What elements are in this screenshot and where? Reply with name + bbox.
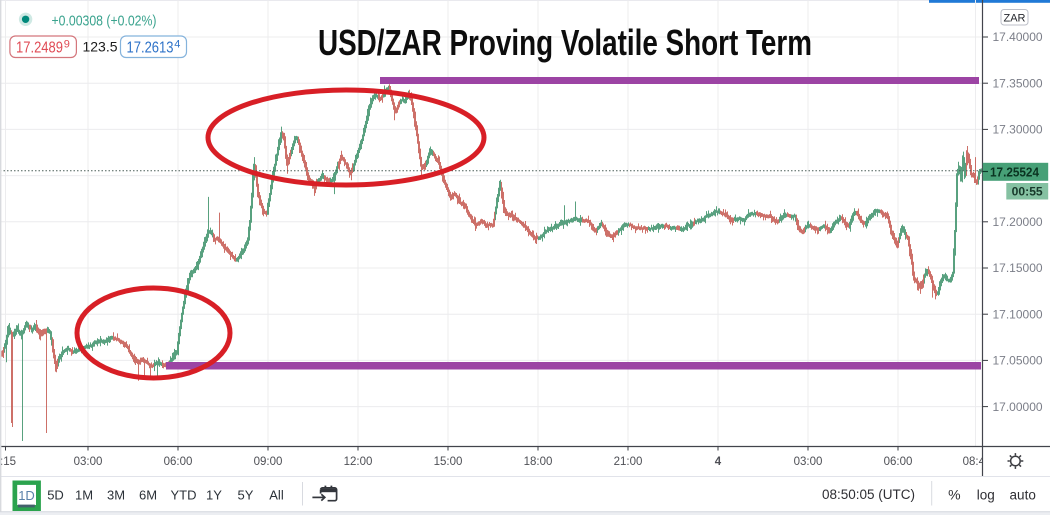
svg-text:09:00: 09:00 (254, 456, 283, 468)
svg-text:17.40000: 17.40000 (993, 30, 1043, 44)
svg-text:17.2489: 17.2489 (16, 40, 63, 57)
svg-text:1Y: 1Y (206, 488, 222, 503)
svg-text:1D: 1D (18, 488, 35, 503)
svg-text:17.00000: 17.00000 (993, 400, 1043, 414)
svg-text:log: log (977, 488, 995, 503)
svg-text:17.30000: 17.30000 (993, 123, 1043, 137)
svg-text:USD/ZAR Proving Volatile Short: USD/ZAR Proving Volatile Short Term (318, 22, 812, 63)
svg-text:1M: 1M (75, 488, 93, 503)
svg-text:All: All (269, 488, 284, 503)
svg-text:auto: auto (1010, 488, 1036, 503)
svg-text:21:00: 21:00 (614, 456, 643, 468)
svg-text:17.35000: 17.35000 (993, 76, 1043, 90)
svg-text:06:00: 06:00 (884, 456, 913, 468)
svg-text:4: 4 (174, 39, 180, 51)
svg-text:3M: 3M (107, 488, 125, 503)
svg-text:17.2613: 17.2613 (127, 40, 174, 57)
svg-text:17.25524: 17.25524 (990, 166, 1039, 180)
svg-text:ZAR: ZAR (1004, 12, 1026, 24)
svg-text:5Y: 5Y (238, 488, 254, 503)
svg-text:4: 4 (715, 456, 722, 468)
svg-text:03:00: 03:00 (794, 456, 823, 468)
svg-text:5D: 5D (47, 488, 64, 503)
svg-text:123.5: 123.5 (82, 39, 117, 55)
svg-text:08:45: 08:45 (963, 456, 992, 468)
svg-text:15:00: 15:00 (434, 456, 463, 468)
svg-text:17.20000: 17.20000 (993, 215, 1043, 229)
svg-text:18:00: 18:00 (524, 456, 553, 468)
svg-text:03:00: 03:00 (74, 456, 103, 468)
svg-text::15: :15 (0, 456, 16, 468)
svg-text:%: % (948, 487, 960, 503)
svg-text:6M: 6M (139, 488, 157, 503)
svg-text:00:55: 00:55 (1012, 185, 1043, 199)
svg-text:08:50:05 (UTC): 08:50:05 (UTC) (822, 487, 915, 502)
svg-text:06:00: 06:00 (164, 456, 193, 468)
svg-text:17.15000: 17.15000 (993, 261, 1043, 275)
svg-text:17.05000: 17.05000 (993, 354, 1043, 368)
svg-text:YTD: YTD (171, 488, 197, 503)
svg-text:17.10000: 17.10000 (993, 307, 1043, 321)
svg-text:9: 9 (64, 39, 70, 51)
svg-text:+0.00308 (+0.02%): +0.00308 (+0.02%) (52, 13, 157, 30)
svg-text:12:00: 12:00 (344, 456, 373, 468)
